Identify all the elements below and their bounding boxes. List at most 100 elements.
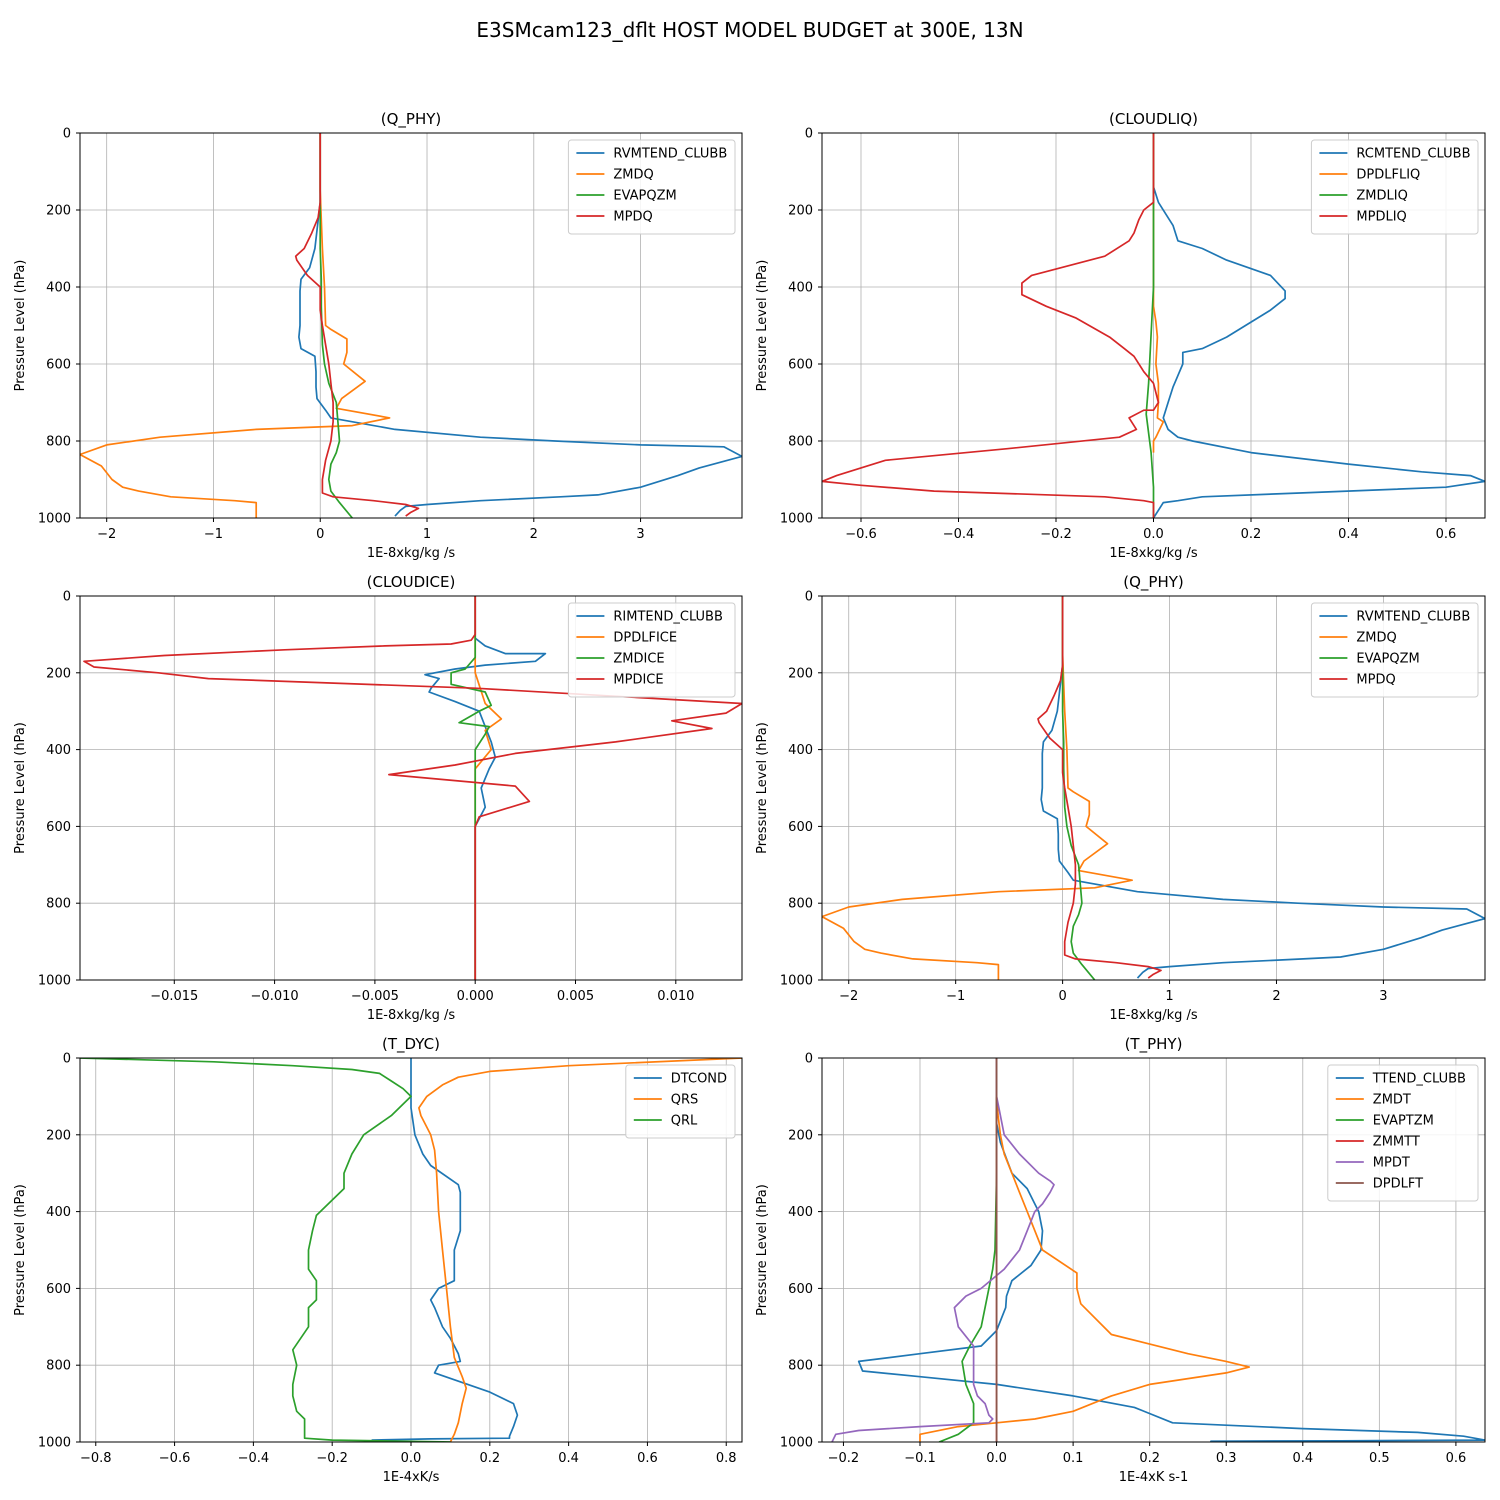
y-tick-label: 0: [805, 127, 813, 142]
series-line-mpdliq: [822, 133, 1160, 518]
x-tick-label: 3: [1379, 989, 1387, 1004]
y-tick-label: 0: [63, 1052, 71, 1067]
series-line-evaptzm: [938, 1058, 998, 1442]
legend-entry: RCMTEND_CLUBB: [1356, 147, 1470, 162]
series-line-dpdlfice: [474, 596, 503, 980]
panel-title: (CLOUDLIQ): [1109, 110, 1198, 128]
y-tick-label: 600: [46, 1282, 71, 1297]
y-tick-label: 600: [46, 358, 71, 373]
legend-entry: ZMMTT: [1373, 1135, 1420, 1150]
series-line-qrs: [418, 1058, 742, 1442]
legend-entry: DPDLFLIQ: [1356, 168, 1420, 183]
x-tick-label: 0.000: [457, 989, 494, 1004]
panel-title: (Q_PHY): [381, 110, 442, 129]
x-tick-label: 0.0: [1143, 527, 1164, 542]
x-tick-label: 0: [316, 527, 324, 542]
axes-frame: [821, 595, 1486, 981]
legend: TTEND_CLUBB ZMDT EVAPTZM ZMMTT MPDT DPDLFT: [1327, 1064, 1479, 1202]
y-tick-label: 1000: [38, 1436, 71, 1451]
y-tick-label: 600: [788, 820, 813, 835]
y-tick-label: 0: [805, 590, 813, 605]
series-line-qrl: [80, 1058, 451, 1442]
x-tick-label: −1: [946, 989, 965, 1004]
series-line-dtcond: [371, 1058, 519, 1441]
y-tick-label: 600: [788, 358, 813, 373]
legend-entry: MPDQ: [1356, 673, 1395, 688]
y-tick-label: 0: [805, 1052, 813, 1067]
series-lines: [831, 1058, 1485, 1442]
series-line-mpdt: [831, 1058, 1055, 1442]
panel-title: (CLOUDICE): [367, 573, 456, 591]
legend-entry: DPDLFICE: [613, 631, 677, 646]
y-tick-label: 400: [46, 281, 71, 296]
chart-panel-3: −0.015 −0.010 −0.005 0.000 0.005 0.010 0 200 400…: [13, 573, 743, 1023]
x-tick-label: 1: [423, 527, 431, 542]
x-tick-label: −0.6: [845, 527, 877, 542]
legend-entry: RVMTEND_CLUBB: [1356, 610, 1470, 625]
x-axis-label: 1E-8xkg/kg /s: [367, 1008, 456, 1023]
x-tick-label: −2: [97, 527, 116, 542]
series-line-mpdice: [83, 596, 742, 980]
x-tick-label: 0.4: [1292, 1451, 1313, 1466]
series-line-zmdliq: [1145, 133, 1155, 518]
axes-frame: [821, 1057, 1486, 1443]
series-line-rimtend_clubb: [424, 596, 547, 980]
y-tick-label: 0: [63, 590, 71, 605]
x-tick-label: 3: [636, 527, 644, 542]
x-axis-label: 1E-4xK/s: [383, 1470, 440, 1485]
legend-entry: MPDLIQ: [1356, 210, 1406, 225]
y-tick-label: 0: [63, 127, 71, 142]
x-tick-label: 0.6: [1436, 527, 1457, 542]
x-tick-label: −2: [839, 989, 858, 1004]
x-tick-label: 0.4: [1338, 527, 1359, 542]
y-tick-label: 800: [788, 435, 813, 450]
series-lines: [80, 133, 742, 518]
x-tick-label: 2: [530, 527, 538, 542]
axes-frame: [79, 595, 743, 981]
y-tick-label: 1000: [38, 974, 71, 989]
legend-entry: ZMDQ: [613, 168, 653, 183]
y-axis-label: Pressure Level (hPa): [755, 260, 770, 392]
x-axis-label: 1E-8xkg/kg /s: [1109, 1008, 1198, 1023]
x-tick-label: 0.4: [558, 1451, 579, 1466]
legend-box: [1310, 139, 1479, 235]
y-axis-label: Pressure Level (hPa): [755, 1184, 770, 1316]
chart-panel-2: −0.6 −0.4 −0.2 0.0 0.2 0.4 0.6 0 200 400 600 800 100…: [755, 110, 1486, 561]
series-line-zmdq: [822, 596, 1133, 980]
chart-panel-5: −0.8 −0.6 −0.4 −0.2 0.0 0.2 0.4 0.6 0.8 0 200 400 60…: [13, 1035, 743, 1485]
legend-box: [567, 139, 736, 235]
y-axis-label: Pressure Level (hPa): [755, 722, 770, 854]
y-tick-label: 400: [788, 743, 813, 758]
x-tick-label: −0.8: [80, 1451, 112, 1466]
series-lines: [822, 596, 1485, 980]
y-tick-label: 800: [788, 1359, 813, 1374]
y-tick-label: 800: [46, 1359, 71, 1374]
panel-title: (T_PHY): [1125, 1035, 1183, 1054]
y-tick-label: 800: [46, 897, 71, 912]
legend: RVMTEND_CLUBB ZMDQ EVAPQZM MPDQ: [567, 139, 736, 235]
legend-box: [1310, 602, 1479, 698]
y-tick-label: 800: [788, 897, 813, 912]
x-tick-label: 0.6: [637, 1451, 658, 1466]
x-tick-label: 0.010: [657, 989, 694, 1004]
x-axis-label: 1E-8xkg/kg /s: [367, 546, 456, 561]
x-tick-label: 0.0: [986, 1451, 1007, 1466]
y-tick-label: 1000: [780, 974, 813, 989]
x-tick-label: 0.1: [1063, 1451, 1084, 1466]
x-tick-label: 0.5: [1369, 1451, 1390, 1466]
legend-entry: EVAPQZM: [1356, 652, 1419, 667]
y-tick-label: 200: [46, 666, 71, 681]
legend-entry: EVAPQZM: [613, 189, 676, 204]
y-tick-label: 400: [788, 1205, 813, 1220]
legend-entry: MPDT: [1373, 1156, 1410, 1171]
series-line-zmdt: [919, 1058, 1251, 1442]
y-tick-label: 600: [788, 1282, 813, 1297]
x-tick-label: 0.6: [1446, 1451, 1467, 1466]
y-tick-label: 400: [788, 281, 813, 296]
y-tick-label: 1000: [38, 512, 71, 527]
legend-entry: RVMTEND_CLUBB: [613, 147, 727, 162]
series-line-ttend_clubb: [857, 1058, 1485, 1442]
x-tick-label: 0.2: [479, 1451, 500, 1466]
x-tick-label: −0.6: [159, 1451, 191, 1466]
